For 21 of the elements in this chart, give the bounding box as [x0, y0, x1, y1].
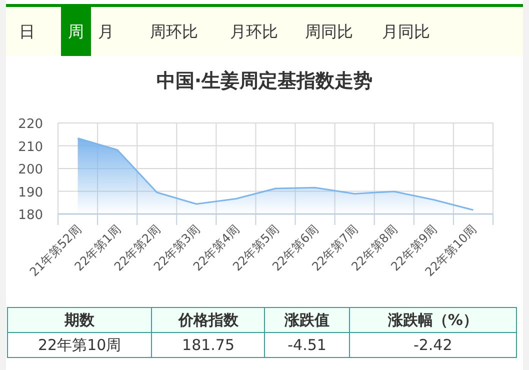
text: 周环比	[149, 21, 199, 43]
y-tick-label: 180	[18, 208, 43, 223]
text: 周	[61, 7, 91, 56]
y-tick-label: 200	[18, 162, 43, 178]
text: 日	[18, 21, 36, 43]
text: 月同比	[381, 21, 431, 43]
chart-title: 中国·生姜周定基指数走势	[155, 69, 374, 94]
y-tick-label: 220	[18, 117, 43, 132]
y-tick-label: 190	[18, 185, 43, 200]
text: 价格指数	[152, 308, 265, 332]
text: 22年第10周	[8, 332, 152, 358]
text: 周同比	[304, 21, 354, 43]
y-tick-label: 210	[18, 140, 43, 155]
text: 181.75	[152, 332, 265, 358]
text: 涨跌值	[264, 308, 350, 332]
text: 月环比	[229, 21, 279, 43]
text: 月	[97, 21, 115, 43]
text: 期数	[8, 308, 152, 332]
text: -4.51	[264, 332, 350, 358]
text: 涨跌幅（%）	[349, 308, 516, 332]
text: -2.42	[349, 332, 516, 358]
